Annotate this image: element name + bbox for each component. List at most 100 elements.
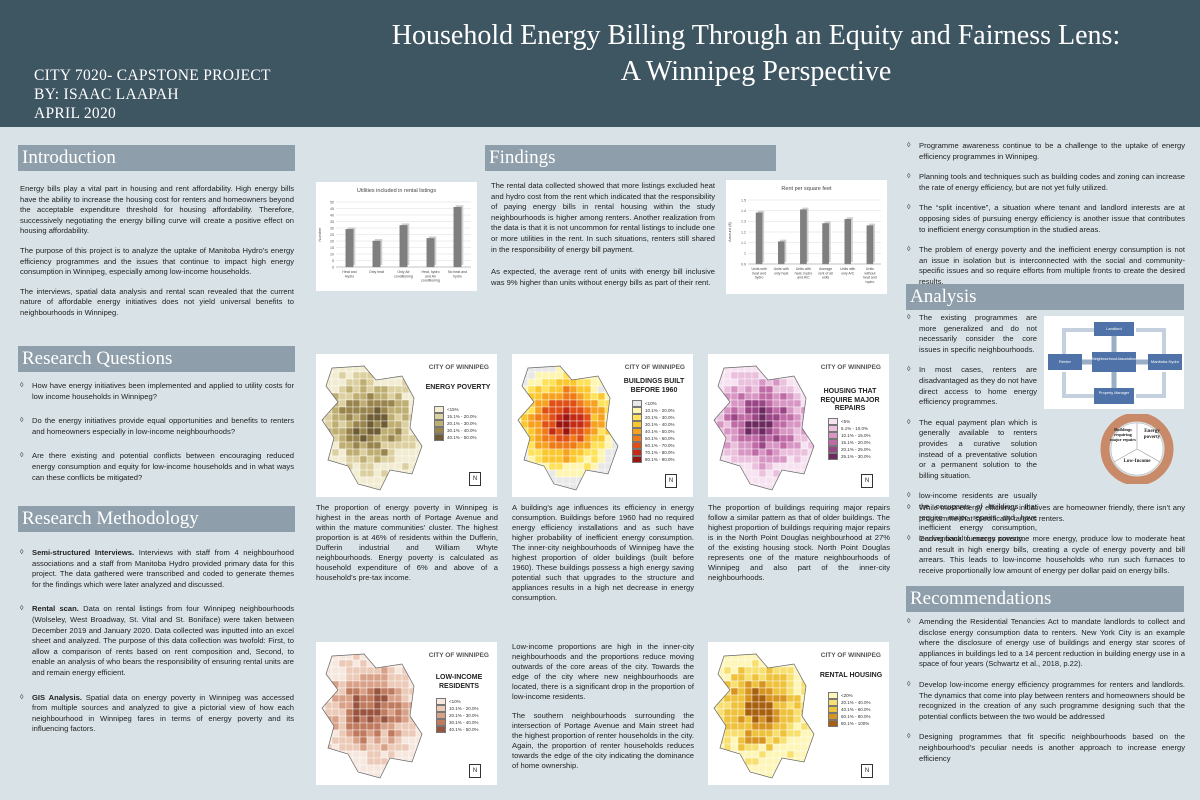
district bbox=[548, 392, 557, 401]
district bbox=[714, 722, 718, 731]
district bbox=[380, 701, 389, 710]
district bbox=[604, 448, 613, 457]
bar bbox=[453, 207, 462, 268]
district bbox=[359, 708, 368, 717]
district bbox=[380, 736, 389, 745]
district bbox=[584, 491, 591, 493]
district bbox=[408, 378, 417, 387]
district bbox=[723, 413, 732, 422]
district bbox=[338, 680, 347, 689]
district bbox=[800, 448, 809, 457]
district bbox=[619, 470, 624, 477]
repairs-map-graphic bbox=[713, 358, 820, 493]
district bbox=[324, 757, 333, 766]
district bbox=[408, 448, 417, 457]
district bbox=[765, 413, 774, 422]
district bbox=[793, 729, 802, 738]
district bbox=[745, 646, 752, 653]
district bbox=[380, 750, 389, 759]
district bbox=[542, 358, 549, 365]
district bbox=[373, 687, 382, 696]
legend-entry: 25.1% - 30.0% bbox=[828, 453, 871, 461]
district bbox=[737, 434, 746, 443]
buildings-caption: A building’s age influences its efficien… bbox=[512, 503, 694, 602]
district bbox=[751, 729, 760, 738]
district bbox=[380, 366, 389, 373]
district bbox=[772, 420, 781, 429]
district bbox=[322, 736, 326, 745]
district bbox=[415, 764, 422, 773]
district bbox=[793, 750, 802, 759]
district bbox=[576, 399, 585, 408]
district bbox=[758, 385, 767, 394]
x-tick-label: Heat, hydro and Air conditioning bbox=[421, 270, 440, 283]
district bbox=[322, 729, 326, 738]
district bbox=[338, 476, 347, 485]
district bbox=[737, 673, 746, 682]
district bbox=[423, 660, 428, 667]
district bbox=[815, 765, 820, 772]
district bbox=[353, 358, 360, 365]
district bbox=[520, 469, 529, 478]
legend-entry: 30.1% - 40.0% bbox=[436, 719, 479, 727]
district bbox=[758, 743, 767, 752]
district bbox=[387, 715, 396, 724]
district bbox=[766, 779, 773, 781]
district bbox=[569, 427, 578, 436]
district bbox=[751, 757, 760, 766]
district bbox=[322, 743, 326, 752]
district bbox=[714, 406, 718, 415]
district bbox=[352, 701, 361, 710]
district bbox=[730, 371, 739, 380]
district bbox=[352, 666, 361, 675]
district bbox=[714, 729, 718, 738]
district bbox=[408, 764, 417, 773]
district bbox=[555, 462, 564, 471]
recommendations-list: ◊ Amending the Residential Tenancies Act … bbox=[907, 617, 1185, 774]
district bbox=[730, 413, 739, 422]
district bbox=[773, 491, 780, 493]
district bbox=[345, 654, 354, 661]
district bbox=[423, 421, 428, 428]
district bbox=[518, 476, 522, 485]
district bbox=[366, 708, 375, 717]
district bbox=[619, 477, 624, 484]
district bbox=[744, 413, 753, 422]
district bbox=[322, 757, 326, 766]
legend-entry: 80.1% - 90.0% bbox=[632, 456, 675, 464]
district bbox=[765, 469, 774, 478]
district bbox=[744, 771, 753, 778]
findings-paragraph-2: As expected, the average rent of units w… bbox=[491, 267, 715, 287]
district bbox=[773, 358, 780, 365]
district bbox=[331, 378, 340, 387]
district bbox=[590, 406, 599, 415]
district bbox=[714, 750, 718, 759]
district bbox=[373, 736, 382, 745]
district bbox=[352, 715, 361, 724]
bar bbox=[822, 223, 829, 265]
district bbox=[394, 673, 403, 682]
header-banner: CITY 7020- CAPSTONE PROJECT BY: ISAAC LA… bbox=[0, 0, 1200, 127]
district bbox=[366, 378, 375, 387]
district bbox=[373, 694, 382, 703]
intro-paragraph-1: Energy bills play a vital part in housin… bbox=[20, 184, 294, 236]
district bbox=[793, 427, 802, 436]
district bbox=[359, 462, 368, 471]
district bbox=[366, 729, 375, 738]
legend-label: 20.1% - 30.0% bbox=[645, 415, 675, 420]
district bbox=[423, 400, 428, 407]
district bbox=[366, 750, 375, 759]
findings-text: The rental data collected showed that mo… bbox=[491, 181, 715, 297]
district bbox=[359, 385, 368, 394]
district bbox=[569, 455, 578, 464]
district bbox=[716, 420, 725, 429]
district bbox=[815, 414, 820, 421]
district bbox=[738, 491, 745, 493]
district bbox=[786, 722, 795, 731]
district bbox=[415, 462, 422, 471]
district bbox=[714, 771, 718, 778]
district bbox=[359, 413, 368, 422]
district bbox=[815, 365, 820, 372]
district bbox=[415, 469, 422, 478]
district bbox=[590, 399, 599, 408]
